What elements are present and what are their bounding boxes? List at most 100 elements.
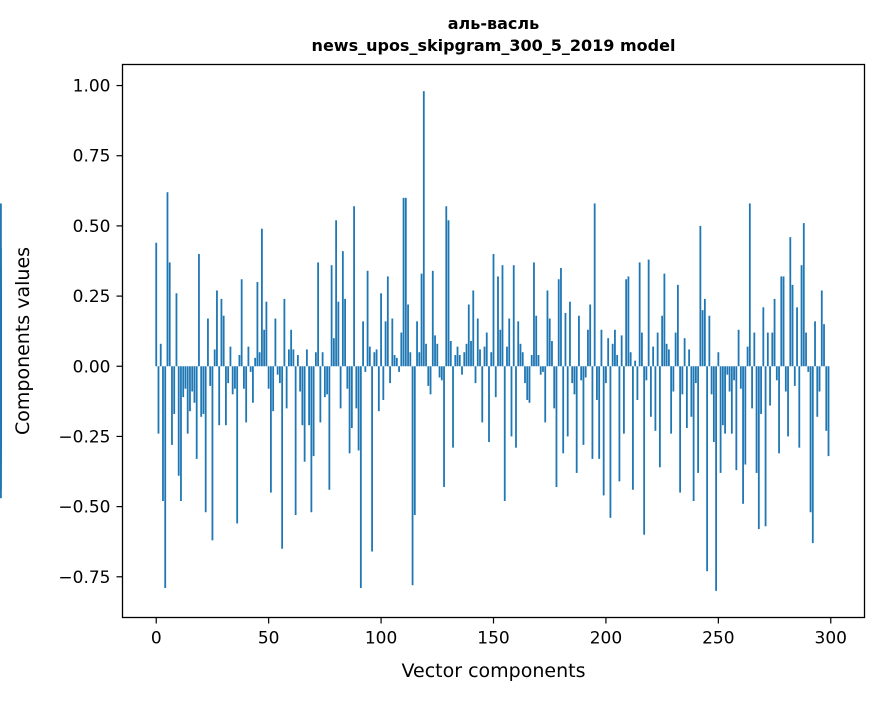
bar xyxy=(492,253,495,367)
bar xyxy=(452,366,454,448)
bar xyxy=(825,366,828,431)
bar xyxy=(746,346,749,367)
bar xyxy=(578,315,580,367)
bar xyxy=(760,366,762,414)
bar xyxy=(440,366,443,381)
bar xyxy=(177,366,180,476)
bar xyxy=(299,366,302,392)
bar xyxy=(323,366,326,398)
bar xyxy=(274,318,277,367)
bar xyxy=(672,366,675,392)
bar xyxy=(305,349,308,367)
bar xyxy=(499,329,502,367)
bar xyxy=(703,298,706,367)
bar xyxy=(665,343,668,367)
bar xyxy=(209,366,212,386)
bar xyxy=(303,366,306,462)
bar xyxy=(353,206,355,367)
bar xyxy=(609,366,612,518)
bar xyxy=(712,366,715,443)
bar xyxy=(537,355,540,367)
bar xyxy=(557,279,560,367)
bar xyxy=(775,366,778,381)
bar xyxy=(802,223,805,367)
bar xyxy=(265,301,268,367)
bar xyxy=(656,332,659,367)
bar xyxy=(742,366,744,504)
bar xyxy=(261,228,263,367)
bar xyxy=(605,366,607,384)
bar xyxy=(173,366,176,414)
bar xyxy=(515,366,517,448)
bar xyxy=(737,329,740,367)
bar xyxy=(715,366,717,591)
bar xyxy=(555,366,558,487)
bar xyxy=(616,355,619,367)
bar xyxy=(377,366,380,412)
bar xyxy=(180,366,182,501)
bar xyxy=(748,203,751,367)
bar xyxy=(661,315,664,367)
x-axis-label: Vector components xyxy=(402,660,586,682)
bar xyxy=(175,293,178,367)
bar xyxy=(519,343,522,367)
bar xyxy=(789,237,792,367)
bar xyxy=(524,366,526,384)
bar xyxy=(517,321,520,367)
bar xyxy=(611,343,614,367)
bar xyxy=(373,352,376,367)
bar xyxy=(348,366,351,454)
bar xyxy=(308,366,311,426)
bar xyxy=(479,349,481,367)
bar xyxy=(339,366,342,409)
bar xyxy=(726,366,729,375)
bar xyxy=(404,197,407,367)
bar xyxy=(535,315,538,367)
bar xyxy=(593,203,596,367)
bar xyxy=(292,349,295,367)
bar xyxy=(735,366,738,471)
bar xyxy=(407,304,409,367)
bar xyxy=(195,366,198,459)
bar xyxy=(263,329,266,367)
bar xyxy=(341,251,344,367)
bar xyxy=(281,366,284,549)
bar xyxy=(800,265,803,367)
bar xyxy=(654,366,657,431)
bar xyxy=(571,366,574,384)
bar xyxy=(310,366,313,513)
bar xyxy=(184,366,187,389)
bar xyxy=(454,355,457,367)
bar xyxy=(512,265,515,367)
x-tick-label: 150 xyxy=(477,629,509,649)
bar xyxy=(780,276,783,367)
bar xyxy=(425,343,427,367)
bar xyxy=(0,366,2,423)
bar xyxy=(701,310,704,367)
bar xyxy=(681,366,684,395)
bar xyxy=(793,366,796,386)
bar xyxy=(573,366,576,395)
bar xyxy=(362,321,364,367)
bar xyxy=(186,366,189,434)
bar xyxy=(667,349,670,367)
bar xyxy=(629,352,632,367)
y-axis-label: Components values xyxy=(12,247,34,435)
bar xyxy=(539,366,542,375)
bar xyxy=(234,366,236,389)
bar xyxy=(168,262,171,367)
bar xyxy=(328,366,331,490)
y-tick-label: 1.00 xyxy=(73,77,111,97)
bar xyxy=(625,279,628,367)
bar xyxy=(330,265,333,367)
bar xyxy=(314,352,317,367)
bar xyxy=(368,346,371,367)
x-tick-label: 50 xyxy=(258,629,280,649)
bar xyxy=(409,352,412,367)
bar xyxy=(204,366,207,513)
bar xyxy=(807,366,810,372)
bar xyxy=(411,366,414,586)
bar xyxy=(706,366,709,572)
